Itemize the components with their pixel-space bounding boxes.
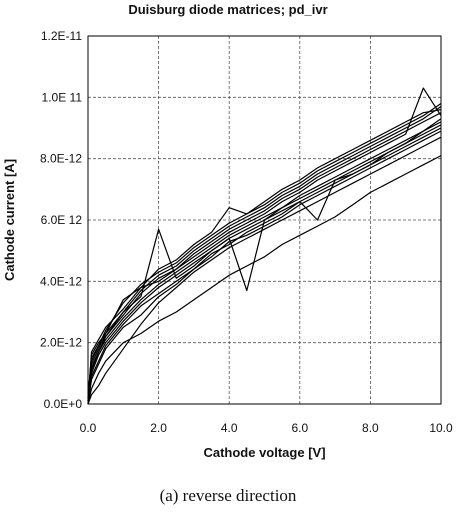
series-line-6 bbox=[87, 87, 442, 398]
data-series bbox=[87, 87, 442, 405]
y-tick-label: 2.0E-12 bbox=[40, 336, 82, 350]
x-tick-label: 6.0 bbox=[291, 421, 308, 435]
y-tick-label: 8.0E-12 bbox=[40, 152, 82, 166]
y-tick-label: 1.0E 11 bbox=[42, 90, 83, 104]
x-tick-label: 0.0 bbox=[80, 421, 97, 435]
series-line-12 bbox=[87, 118, 442, 405]
series-line-3 bbox=[87, 103, 442, 401]
series-line-2 bbox=[87, 112, 442, 398]
series-line-11 bbox=[87, 124, 442, 398]
series-line-10 bbox=[87, 109, 442, 401]
y-tick-label: 4.0E-12 bbox=[40, 274, 82, 288]
series-line-7 bbox=[87, 130, 442, 401]
series-line-9 bbox=[87, 136, 442, 405]
y-tick-label: 0.0E+0 bbox=[44, 397, 83, 411]
y-axis-title: Cathode current [A] bbox=[2, 159, 17, 281]
plot-frame bbox=[87, 35, 442, 405]
chart-title: Duisburg diode matrices; pd_ivr bbox=[128, 2, 328, 17]
figure-caption: (a) reverse direction bbox=[159, 486, 297, 505]
series-line-5 bbox=[87, 127, 442, 405]
x-tick-label: 4.0 bbox=[221, 421, 238, 435]
x-tick-label: 2.0 bbox=[150, 421, 167, 435]
x-tick-label: 10.0 bbox=[429, 421, 453, 435]
series-line-8 bbox=[87, 155, 442, 405]
y-tick-label: 6.0E 12 bbox=[41, 213, 83, 227]
x-tick-labels: 0.0 2.0 4.0 6.0 8.0 10.0 bbox=[80, 421, 453, 435]
x-axis-title: Cathode voltage [V] bbox=[203, 445, 325, 460]
series-line-4 bbox=[87, 121, 442, 395]
series-line-1 bbox=[87, 106, 442, 401]
x-tick-label: 8.0 bbox=[362, 421, 379, 435]
y-tick-label: 1.2E-11 bbox=[41, 29, 82, 43]
y-tick-labels: 0.0E+0 2.0E-12 4.0E-12 6.0E 12 8.0E-12 1.0E 1… bbox=[40, 29, 82, 411]
